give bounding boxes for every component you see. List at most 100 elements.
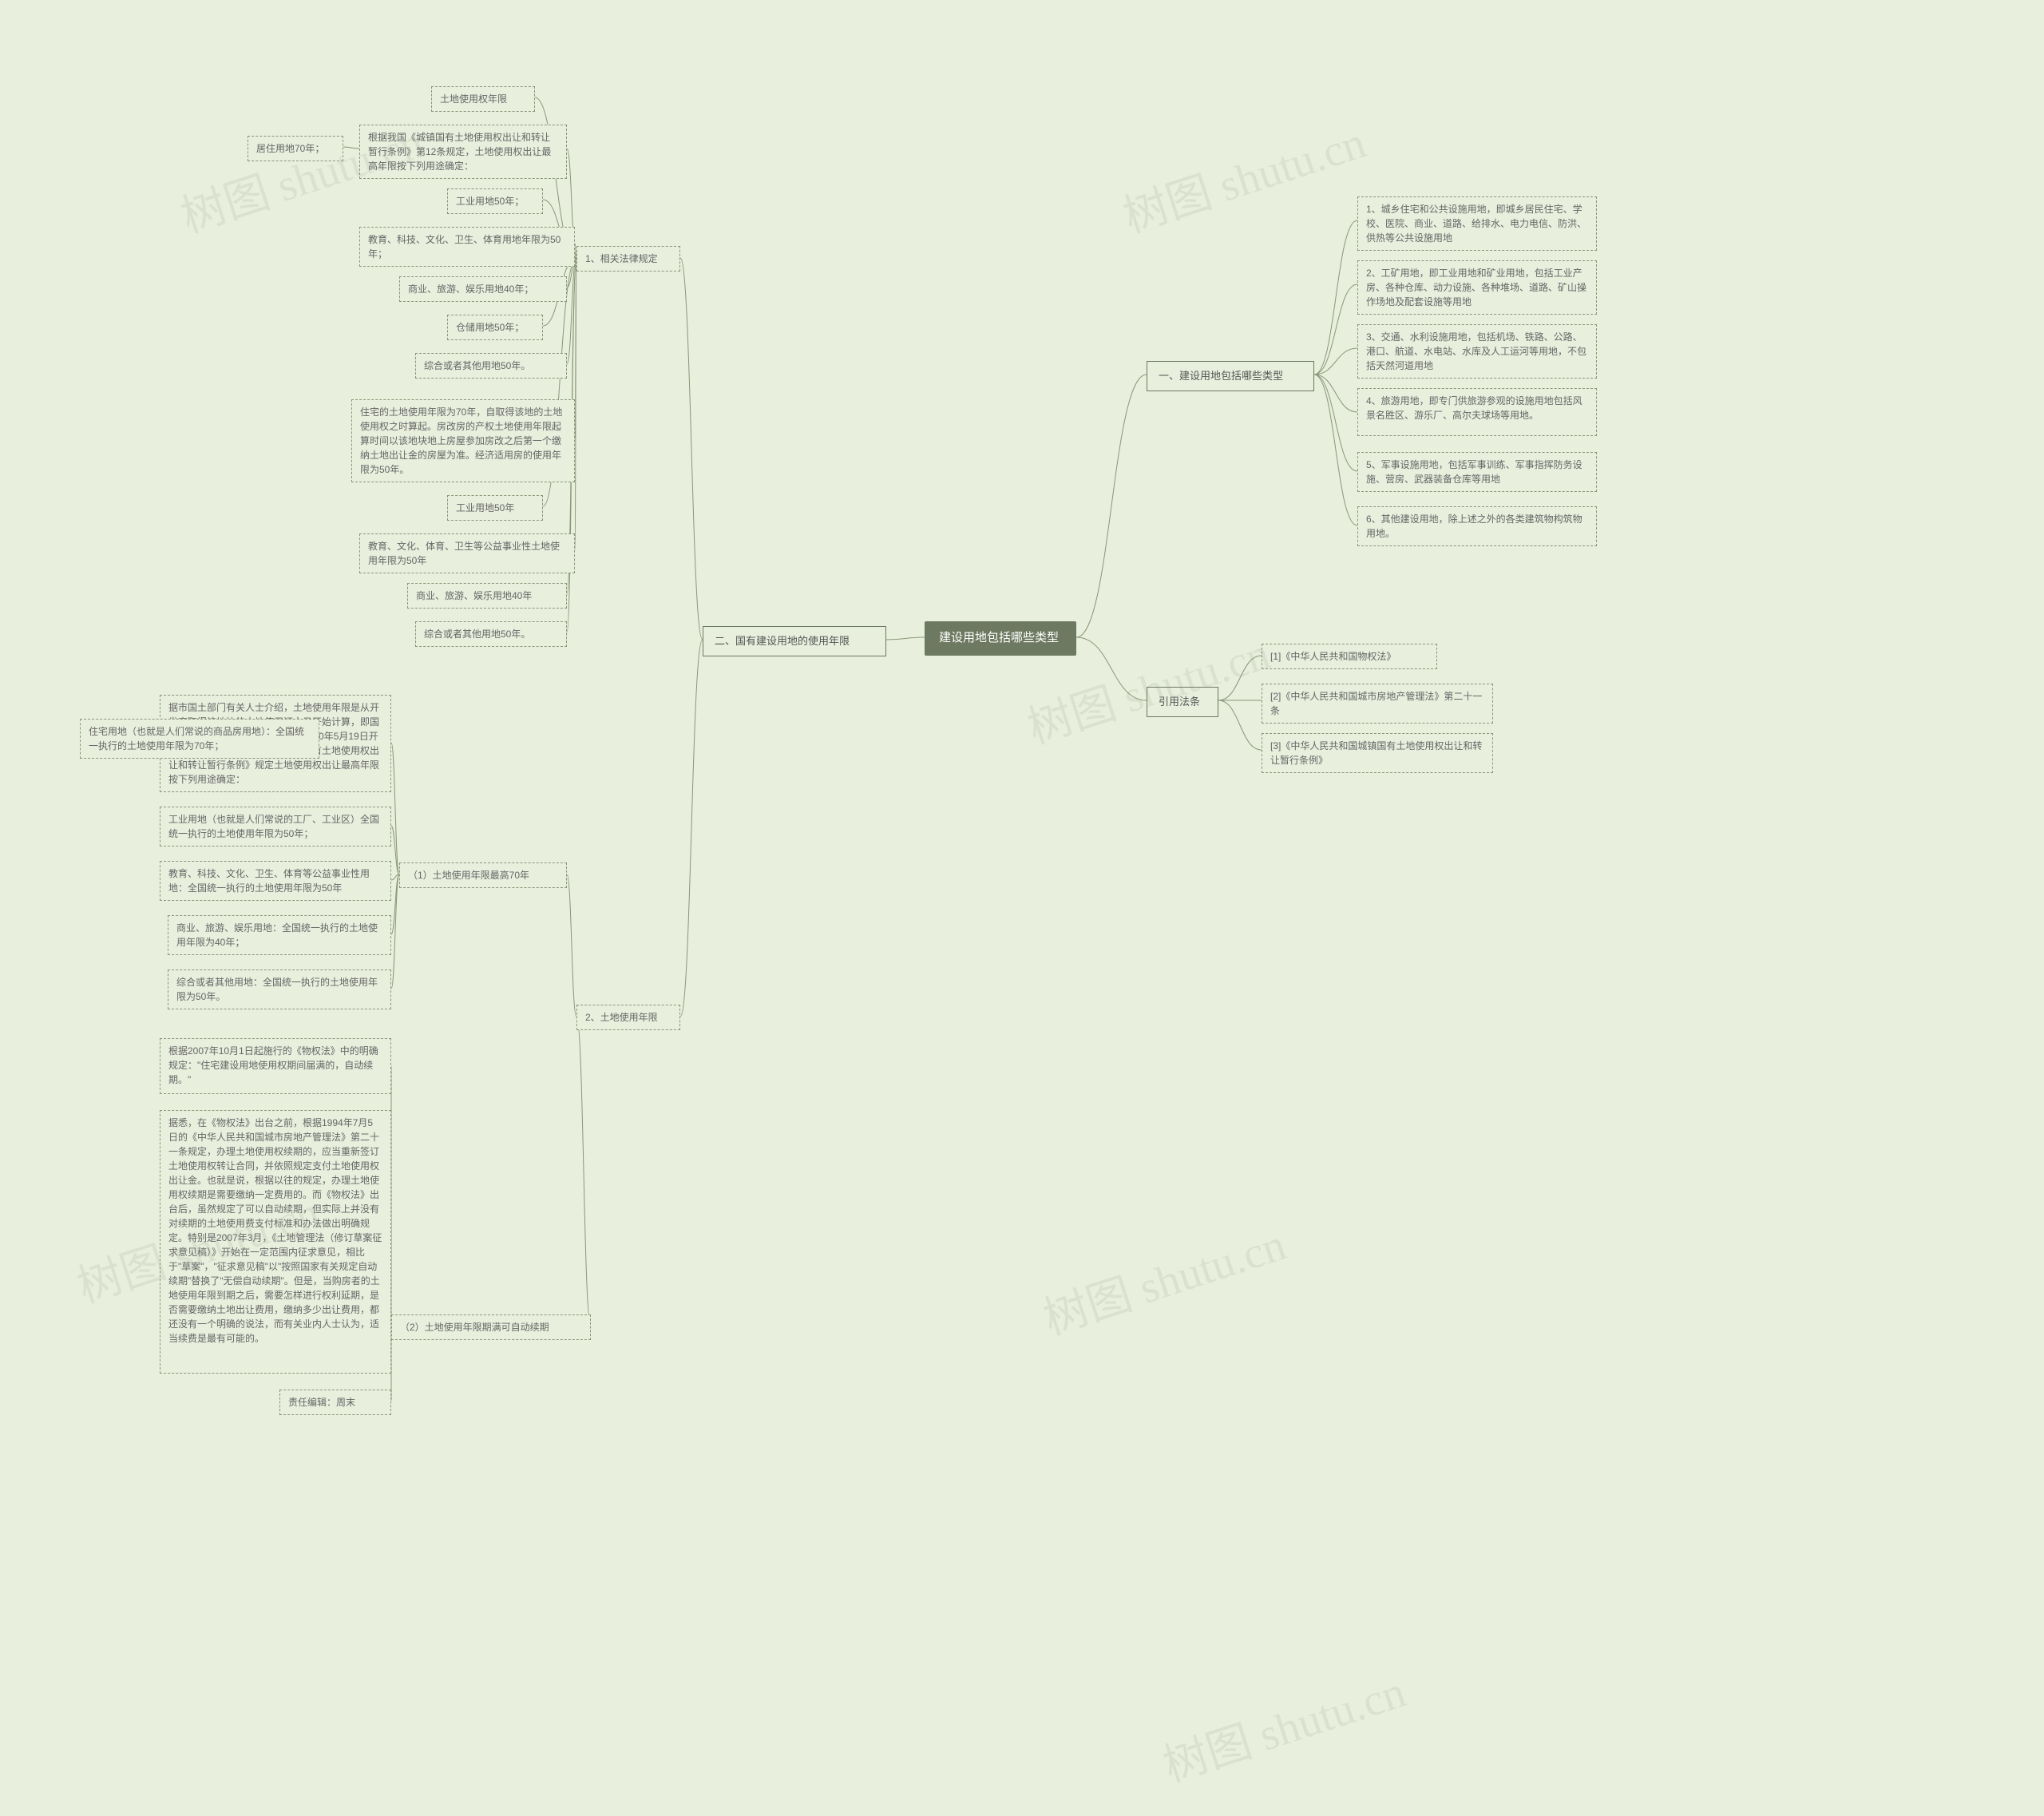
mindmap-node-n3_1_3[interactable]: 教育、科技、文化、卫生、体育用地年限为50年； (359, 227, 575, 267)
edge (391, 743, 399, 874)
mindmap-node-n3_1_8[interactable]: 工业用地50年 (447, 495, 543, 521)
node-text: 工业用地50年； (456, 196, 524, 207)
node-text: 根据2007年10月1日起施行的《物权法》中的明确规定："住宅建设用地使用权期间… (168, 1045, 378, 1085)
mindmap-node-n3_1_5[interactable]: 仓储用地50年； (447, 315, 543, 340)
mindmap-node-n3_1_11[interactable]: 综合或者其他用地50年。 (415, 621, 567, 647)
edge (680, 258, 703, 640)
mindmap-node-n3_2_2[interactable]: （2）土地使用年限期满可自动续期 (391, 1314, 591, 1340)
mindmap-node-n3_2_1_1[interactable]: 工业用地（也就是人们常说的工厂、工业区）全国统一执行的土地使用年限为50年； (160, 807, 391, 847)
mindmap-node-n3_2[interactable]: 2、土地使用年限 (576, 1005, 680, 1030)
node-text: 商业、旅游、娱乐用地40年 (416, 590, 532, 601)
node-text: [1]《中华人民共和国物权法》 (1270, 651, 1396, 662)
edge (1218, 700, 1262, 750)
mindmap-node-n3_2_2_2[interactable]: 责任编辑：周末 (279, 1390, 391, 1415)
mindmap-node-n2_3[interactable]: [3]《中华人民共和国城镇国有土地使用权出让和转让暂行条例》 (1262, 733, 1493, 773)
node-text: 教育、科技、文化、卫生、体育等公益事业性用地：全国统一执行的土地使用年限为50年 (168, 868, 370, 894)
edge (1218, 656, 1262, 700)
node-text: 一、建设用地包括哪些类型 (1159, 370, 1283, 382)
node-text: 商业、旅游、娱乐用地：全国统一执行的土地使用年限为40年； (176, 922, 378, 948)
edge (680, 640, 703, 1017)
edge (1314, 220, 1357, 375)
edge (1076, 637, 1147, 700)
watermark: 树图 shutu.cn (1114, 106, 1373, 245)
edge (1314, 284, 1357, 375)
node-text: 居住用地70年； (256, 143, 324, 154)
edge (391, 874, 399, 934)
edge (1314, 375, 1357, 525)
mindmap-node-n1_5[interactable]: 5、军事设施用地，包括军事训练、军事指挥防务设施、营房、武器装备仓库等用地 (1357, 452, 1597, 492)
edge (1314, 375, 1357, 412)
mindmap-main-m2[interactable]: 引用法条 (1147, 687, 1218, 717)
edge (575, 258, 576, 550)
edge (886, 637, 925, 640)
node-text: 2、土地使用年限 (585, 1012, 658, 1023)
mindmap-main-m1[interactable]: 一、建设用地包括哪些类型 (1147, 361, 1314, 391)
node-text: 3、交通、水利设施用地，包括机场、铁路、公路、港口、航道、水电站、水库及人工运河… (1366, 331, 1586, 371)
node-text: 6、其他建设用地，除上述之外的各类建筑物构筑物用地。 (1366, 513, 1583, 539)
node-text: 教育、科技、文化、卫生、体育用地年限为50年； (368, 234, 561, 260)
mindmap-node-n2_2[interactable]: [2]《中华人民共和国城市房地产管理法》第二十一条 (1262, 684, 1493, 724)
mindmap-node-n3_1[interactable]: 1、相关法律规定 (576, 246, 680, 272)
node-text: 综合或者其他用地：全国统一执行的土地使用年限为50年。 (176, 977, 378, 1002)
node-text: 住宅的土地使用年限为70年，自取得该地的土地使用权之时算起。房改房的产权土地使用… (360, 406, 562, 475)
edge (1314, 348, 1357, 375)
node-text: （2）土地使用年限期满可自动续期 (400, 1322, 549, 1333)
mindmap-node-n1_6[interactable]: 6、其他建设用地，除上述之外的各类建筑物构筑物用地。 (1357, 506, 1597, 546)
mindmap-node-n3_2_1[interactable]: （1）土地使用年限最高70年 (399, 862, 567, 888)
edge (567, 258, 576, 364)
mindmap-node-n1_1[interactable]: 1、城乡住宅和公共设施用地，即城乡居民住宅、学校、医院、商业、道路、给排水、电力… (1357, 196, 1597, 251)
mindmap-node-n3_2_1_3[interactable]: 商业、旅游、娱乐用地：全国统一执行的土地使用年限为40年； (168, 915, 391, 955)
mindmap-node-n3_2_2_1[interactable]: 据悉，在《物权法》出台之前，根据1994年7月5日的《中华人民共和国城市房地产管… (160, 1110, 391, 1374)
mindmap-node-n3_1_1[interactable]: 根据我国《城镇国有土地使用权出让和转让暂行条例》第12条规定，土地使用权出让最高… (359, 125, 567, 179)
edge (1076, 375, 1147, 637)
node-text: 2、工矿用地，即工业用地和矿业用地，包括工业产房、各种仓库、动力设施、各种堆场、… (1366, 268, 1586, 307)
node-text: 5、军事设施用地，包括军事训练、军事指挥防务设施、营房、武器装备仓库等用地 (1366, 459, 1583, 485)
node-text: 土地使用权年限 (440, 93, 507, 105)
node-text: 据悉，在《物权法》出台之前，根据1994年7月5日的《中华人民共和国城市房地产管… (168, 1117, 382, 1344)
mindmap-node-n3_1_1a[interactable]: 居住用地70年； (248, 136, 343, 161)
edge (567, 874, 576, 1017)
mindmap-node-n3_1_6[interactable]: 综合或者其他用地50年。 (415, 353, 567, 379)
mindmap-node-n3_1_10[interactable]: 商业、旅游、娱乐用地40年 (407, 583, 567, 609)
node-text: 综合或者其他用地50年。 (424, 360, 530, 371)
mindmap-node-n3_2_2_0[interactable]: 根据2007年10月1日起施行的《物权法》中的明确规定："住宅建设用地使用权期间… (160, 1038, 391, 1094)
node-text: 综合或者其他用地50年。 (424, 628, 530, 640)
watermark: 树图 shutu.cn (1034, 1208, 1293, 1347)
edge (391, 826, 399, 874)
node-text: 仓储用地50年； (456, 322, 524, 333)
node-text: [2]《中华人民共和国城市房地产管理法》第二十一条 (1270, 691, 1482, 716)
mindmap-node-n3_2_1_2[interactable]: 教育、科技、文化、卫生、体育等公益事业性用地：全国统一执行的土地使用年限为50年 (160, 861, 391, 901)
node-text: 建设用地包括哪些类型 (939, 631, 1059, 644)
node-text: 根据我国《城镇国有土地使用权出让和转让暂行条例》第12条规定，土地使用权出让最高… (368, 132, 551, 172)
node-text: 住宅用地（也就是人们常说的商品房用地）：全国统一执行的土地使用年限为70年； (89, 726, 304, 751)
mindmap-node-n3_2_1_0a[interactable]: 住宅用地（也就是人们常说的商品房用地）：全国统一执行的土地使用年限为70年； (80, 719, 319, 759)
mindmap-node-n3_1_4[interactable]: 商业、旅游、娱乐用地40年； (399, 276, 567, 302)
node-text: 教育、文化、体育、卫生等公益事业性土地使用年限为50年 (368, 541, 560, 566)
mindmap-node-n1_2[interactable]: 2、工矿用地，即工业用地和矿业用地，包括工业产房、各种仓库、动力设施、各种堆场、… (1357, 260, 1597, 315)
mindmap-node-n1_3[interactable]: 3、交通、水利设施用地，包括机场、铁路、公路、港口、航道、水电站、水库及人工运河… (1357, 324, 1597, 379)
mindmap-root-root[interactable]: 建设用地包括哪些类型 (925, 621, 1076, 656)
edge-layer (0, 0, 2044, 1816)
mindmap-node-n3_1_9[interactable]: 教育、文化、体育、卫生等公益事业性土地使用年限为50年 (359, 533, 575, 573)
node-text: 责任编辑：周末 (288, 1397, 355, 1408)
mindmap-node-n2_1[interactable]: [1]《中华人民共和国物权法》 (1262, 644, 1437, 669)
mindmap-node-n3_2_1_4[interactable]: 综合或者其他用地：全国统一执行的土地使用年限为50年。 (168, 969, 391, 1009)
mindmap-node-n3_1_0[interactable]: 土地使用权年限 (431, 86, 535, 112)
node-text: 4、旅游用地，即专门供旅游参观的设施用地包括风景名胜区、游乐厂、高尔夫球场等用地… (1366, 395, 1583, 421)
edge (391, 874, 399, 880)
node-text: 商业、旅游、娱乐用地40年； (408, 284, 533, 295)
node-text: [3]《中华人民共和国城镇国有土地使用权出让和转让暂行条例》 (1270, 740, 1482, 766)
edge (1314, 375, 1357, 471)
node-text: 二、国有建设用地的使用年限 (715, 635, 850, 647)
watermark: 树图 shutu.cn (1154, 1655, 1412, 1794)
edge (343, 147, 359, 149)
node-text: 1、城乡住宅和公共设施用地，即城乡居民住宅、学校、医院、商业、道路、给排水、电力… (1366, 204, 1586, 244)
edge (575, 258, 576, 439)
mindmap-node-n3_1_2[interactable]: 工业用地50年； (447, 188, 543, 214)
mindmap-node-n3_1_7[interactable]: 住宅的土地使用年限为70年，自取得该地的土地使用权之时算起。房改房的产权土地使用… (351, 399, 575, 482)
node-text: （1）土地使用年限最高70年 (408, 870, 529, 881)
mindmap-node-n1_4[interactable]: 4、旅游用地，即专门供旅游参观的设施用地包括风景名胜区、游乐厂、高尔夫球场等用地… (1357, 388, 1597, 436)
edge (576, 1017, 591, 1326)
node-text: 引用法条 (1159, 696, 1200, 708)
mindmap-main-m3[interactable]: 二、国有建设用地的使用年限 (703, 626, 886, 656)
